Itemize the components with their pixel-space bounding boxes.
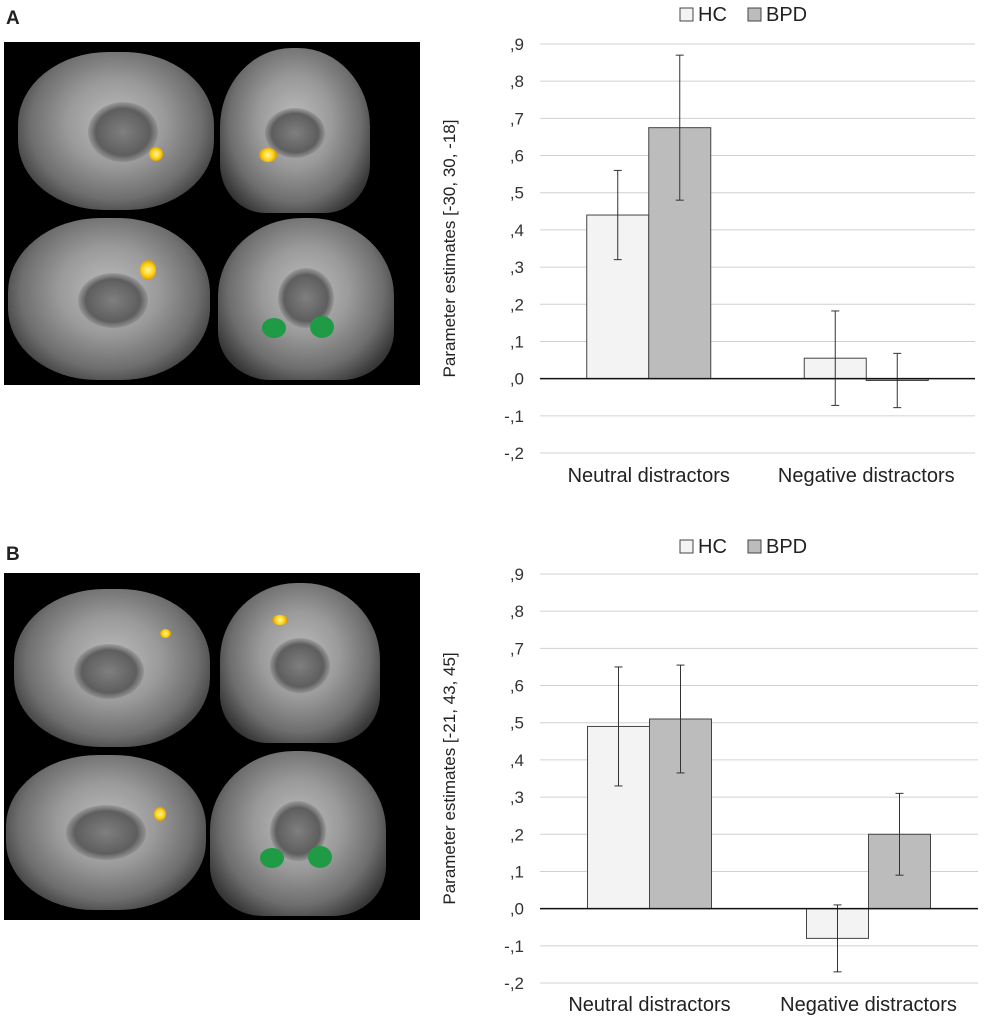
y-tick-label: ,5 <box>510 714 524 733</box>
legend-swatch-hc <box>679 539 694 554</box>
activation-blob <box>259 148 277 162</box>
y-tick-label: ,9 <box>510 565 524 584</box>
activation-blob <box>149 147 163 161</box>
activation-blob <box>154 807 166 821</box>
legend-label-bpd: BPD <box>766 536 807 558</box>
axial-slice <box>6 755 206 910</box>
y-tick-label: ,2 <box>510 295 524 314</box>
legend-swatch-bpd <box>747 539 762 554</box>
legend-swatch-hc <box>679 7 694 22</box>
y-axis-label: Parameter estimates [-30, 30, -18] <box>440 120 459 378</box>
brain-scan-images-a <box>4 42 420 385</box>
legend-label-hc: HC <box>698 536 727 558</box>
y-tick-label: ,1 <box>510 862 524 881</box>
activation-blob <box>272 615 288 625</box>
amygdala-left <box>262 318 286 338</box>
x-category-label: Neutral distractors <box>568 994 730 1016</box>
y-tick-label: ,6 <box>510 147 524 166</box>
amygdala-right <box>308 846 332 868</box>
coronal-slice <box>220 583 380 743</box>
activation-blob <box>160 629 171 638</box>
y-tick-label: -,2 <box>504 444 524 463</box>
y-tick-label: ,5 <box>510 184 524 203</box>
y-axis-label: Parameter estimates [-21, 43, 45] <box>440 652 459 904</box>
y-tick-label: ,6 <box>510 677 524 696</box>
y-tick-label: ,2 <box>510 825 524 844</box>
amygdala-right <box>310 316 334 338</box>
bar-chart-b: ,9 ,8 ,7 ,6 ,5 ,4 ,3 ,2 ,1 ,0 -,1 -,2 Parameter esti… <box>440 536 978 1016</box>
y-tick-label: -,1 <box>504 407 524 426</box>
legend-label-bpd: BPD <box>766 4 807 26</box>
y-tick-label: ,9 <box>510 35 524 54</box>
panel-letter-a: A <box>6 8 20 29</box>
panel-letter-b: B <box>6 544 20 565</box>
y-tick-label: ,4 <box>510 221 524 240</box>
y-tick-label: ,7 <box>510 109 524 128</box>
activation-blob <box>140 260 156 280</box>
legend-label-hc: HC <box>698 4 727 26</box>
x-category-label: Negative distractors <box>778 465 955 487</box>
x-category-label: Negative distractors <box>780 994 957 1016</box>
y-tick-label: ,0 <box>510 900 524 919</box>
y-tick-label: -,1 <box>504 937 524 956</box>
y-tick-label: ,8 <box>510 602 524 621</box>
y-tick-label: ,1 <box>510 332 524 351</box>
y-tick-label: -,2 <box>504 974 524 993</box>
brain-scan-images-b <box>4 573 420 920</box>
bar-chart-a: ,9 ,8 ,7 ,6 ,5 ,4 ,3 ,2 ,1 ,0 -,1 -,2 Parameter esti… <box>440 4 975 487</box>
y-tick-label: ,0 <box>510 370 524 389</box>
coronal-slice-amygdala <box>218 218 394 380</box>
y-tick-label: ,7 <box>510 639 524 658</box>
sagittal-slice <box>18 52 214 210</box>
sagittal-slice <box>14 589 210 747</box>
amygdala-left <box>260 848 284 868</box>
y-tick-label: ,4 <box>510 751 524 770</box>
y-tick-label: ,8 <box>510 72 524 91</box>
x-category-label: Neutral distractors <box>568 465 730 487</box>
coronal-slice-amygdala <box>210 751 386 916</box>
coronal-slice <box>220 48 370 213</box>
y-tick-label: ,3 <box>510 788 524 807</box>
legend-swatch-bpd <box>747 7 762 22</box>
axial-slice <box>8 218 210 380</box>
y-tick-label: ,3 <box>510 258 524 277</box>
